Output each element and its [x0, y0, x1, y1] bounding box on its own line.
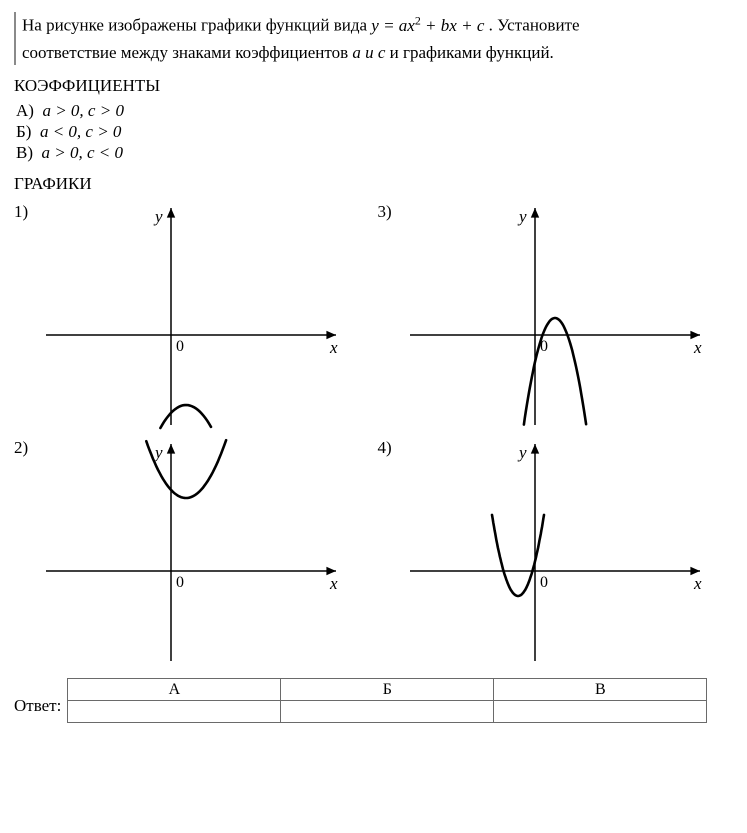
graph-2-plot: xy0 [36, 436, 366, 666]
graph-3-cell: 3) xy0 [378, 200, 730, 430]
answer-label: Ответ: [14, 686, 61, 716]
problem-text: На рисунке изображены графики функций ви… [22, 12, 729, 38]
text-frag: соответствие между знаками коэффициентов [22, 43, 352, 62]
svg-text:x: x [329, 338, 338, 357]
graph-2-cell: 2) xy0 [14, 436, 366, 666]
table-row: А Б В [68, 679, 707, 701]
answer-header-b: Б [281, 679, 494, 701]
answer-header-v: В [494, 679, 707, 701]
svg-text:x: x [329, 574, 338, 593]
answer-header-a: А [68, 679, 281, 701]
text-frag: На рисунке изображены графики функций ви… [22, 16, 371, 35]
svg-text:0: 0 [176, 574, 184, 591]
answer-cell-v[interactable] [494, 701, 707, 723]
graph-4-cell: 4) x y 0 [378, 436, 730, 666]
graph-2-number: 2) [14, 436, 36, 458]
graph-3-plot: xy0 [400, 200, 730, 430]
answer-cell-b[interactable] [281, 701, 494, 723]
option-b: Б) a < 0, c > 0 [16, 122, 729, 142]
graph-4-plot: x y 0 [400, 436, 730, 666]
answer-row: Ответ: А Б В [14, 678, 729, 723]
svg-text:y: y [517, 443, 527, 462]
svg-text:x: x [693, 574, 702, 593]
graph-1-plot: x y 0 [36, 200, 366, 430]
text-frag: и графиками функций. [385, 43, 553, 62]
graphs-grid: 1) xy0 3) xy0 2) xy0 4) xy0 [14, 200, 729, 666]
graph-1-cell: 1) x y 0 [14, 200, 366, 430]
formula: y = ax2 + bx + c [371, 16, 488, 35]
option-a: А) a > 0, c > 0 [16, 101, 729, 121]
svg-text:0: 0 [540, 574, 548, 591]
option-v: В) a > 0, c < 0 [16, 143, 729, 163]
graph-4-number: 4) [378, 436, 400, 458]
answer-table: А Б В [67, 678, 707, 723]
table-row [68, 701, 707, 723]
problem-text-2: соответствие между знаками коэффициентов… [22, 42, 729, 65]
graph-1-number: 1) [14, 200, 36, 222]
graph-3-number: 3) [378, 200, 400, 222]
svg-text:0: 0 [176, 338, 184, 355]
options-list: А) a > 0, c > 0 Б) a < 0, c > 0 В) a > 0… [16, 101, 729, 163]
svg-text:y: y [153, 207, 163, 226]
graphs-heading: ГРАФИКИ [14, 173, 729, 196]
svg-text:x: x [693, 338, 702, 357]
vars: a и c [352, 43, 385, 62]
text-frag: . Установите [489, 16, 580, 35]
svg-text:y: y [517, 207, 527, 226]
coefficients-heading: КОЭФФИЦИЕНТЫ [14, 75, 729, 98]
answer-cell-a[interactable] [68, 701, 281, 723]
